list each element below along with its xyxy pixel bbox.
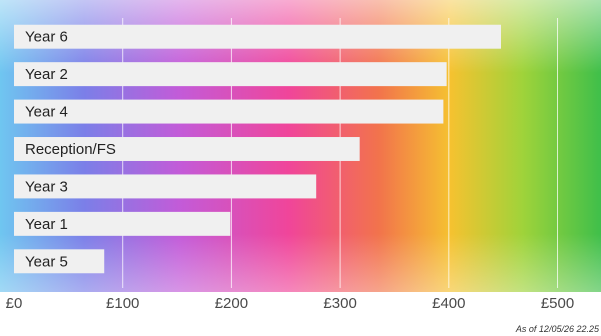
x-tick-label: £100 bbox=[106, 295, 139, 312]
bar-category-label: Year 6 bbox=[25, 29, 68, 46]
bar bbox=[14, 211, 231, 236]
bar-category-label: Year 1 bbox=[25, 216, 68, 233]
x-tick-label: £200 bbox=[215, 295, 248, 312]
bar bbox=[14, 174, 317, 199]
bar bbox=[14, 137, 360, 161]
bar-labels: Year 6 Year 2 Year 4 Reception/FS Year 3 Year… bbox=[25, 29, 116, 271]
bar bbox=[14, 24, 501, 49]
bar-category-label: Year 3 bbox=[25, 178, 68, 195]
bar bbox=[14, 249, 105, 274]
x-axis-ticks: £0 £100 £200 £300 £400 £500 bbox=[6, 295, 575, 312]
x-tick-label: £0 bbox=[6, 295, 23, 312]
x-tick-label: £400 bbox=[432, 295, 465, 312]
bar bbox=[14, 99, 444, 124]
x-tick-label: £300 bbox=[323, 295, 356, 312]
bars bbox=[14, 24, 501, 274]
timestamp: As of 12/05/26 22.25 bbox=[515, 324, 599, 334]
bar-category-label: Reception/FS bbox=[25, 141, 116, 158]
bar-category-label: Year 5 bbox=[25, 253, 68, 270]
bar-category-label: Year 4 bbox=[25, 104, 68, 121]
bar bbox=[14, 62, 447, 87]
bar-category-label: Year 2 bbox=[25, 66, 68, 83]
x-tick-label: £500 bbox=[541, 295, 574, 312]
